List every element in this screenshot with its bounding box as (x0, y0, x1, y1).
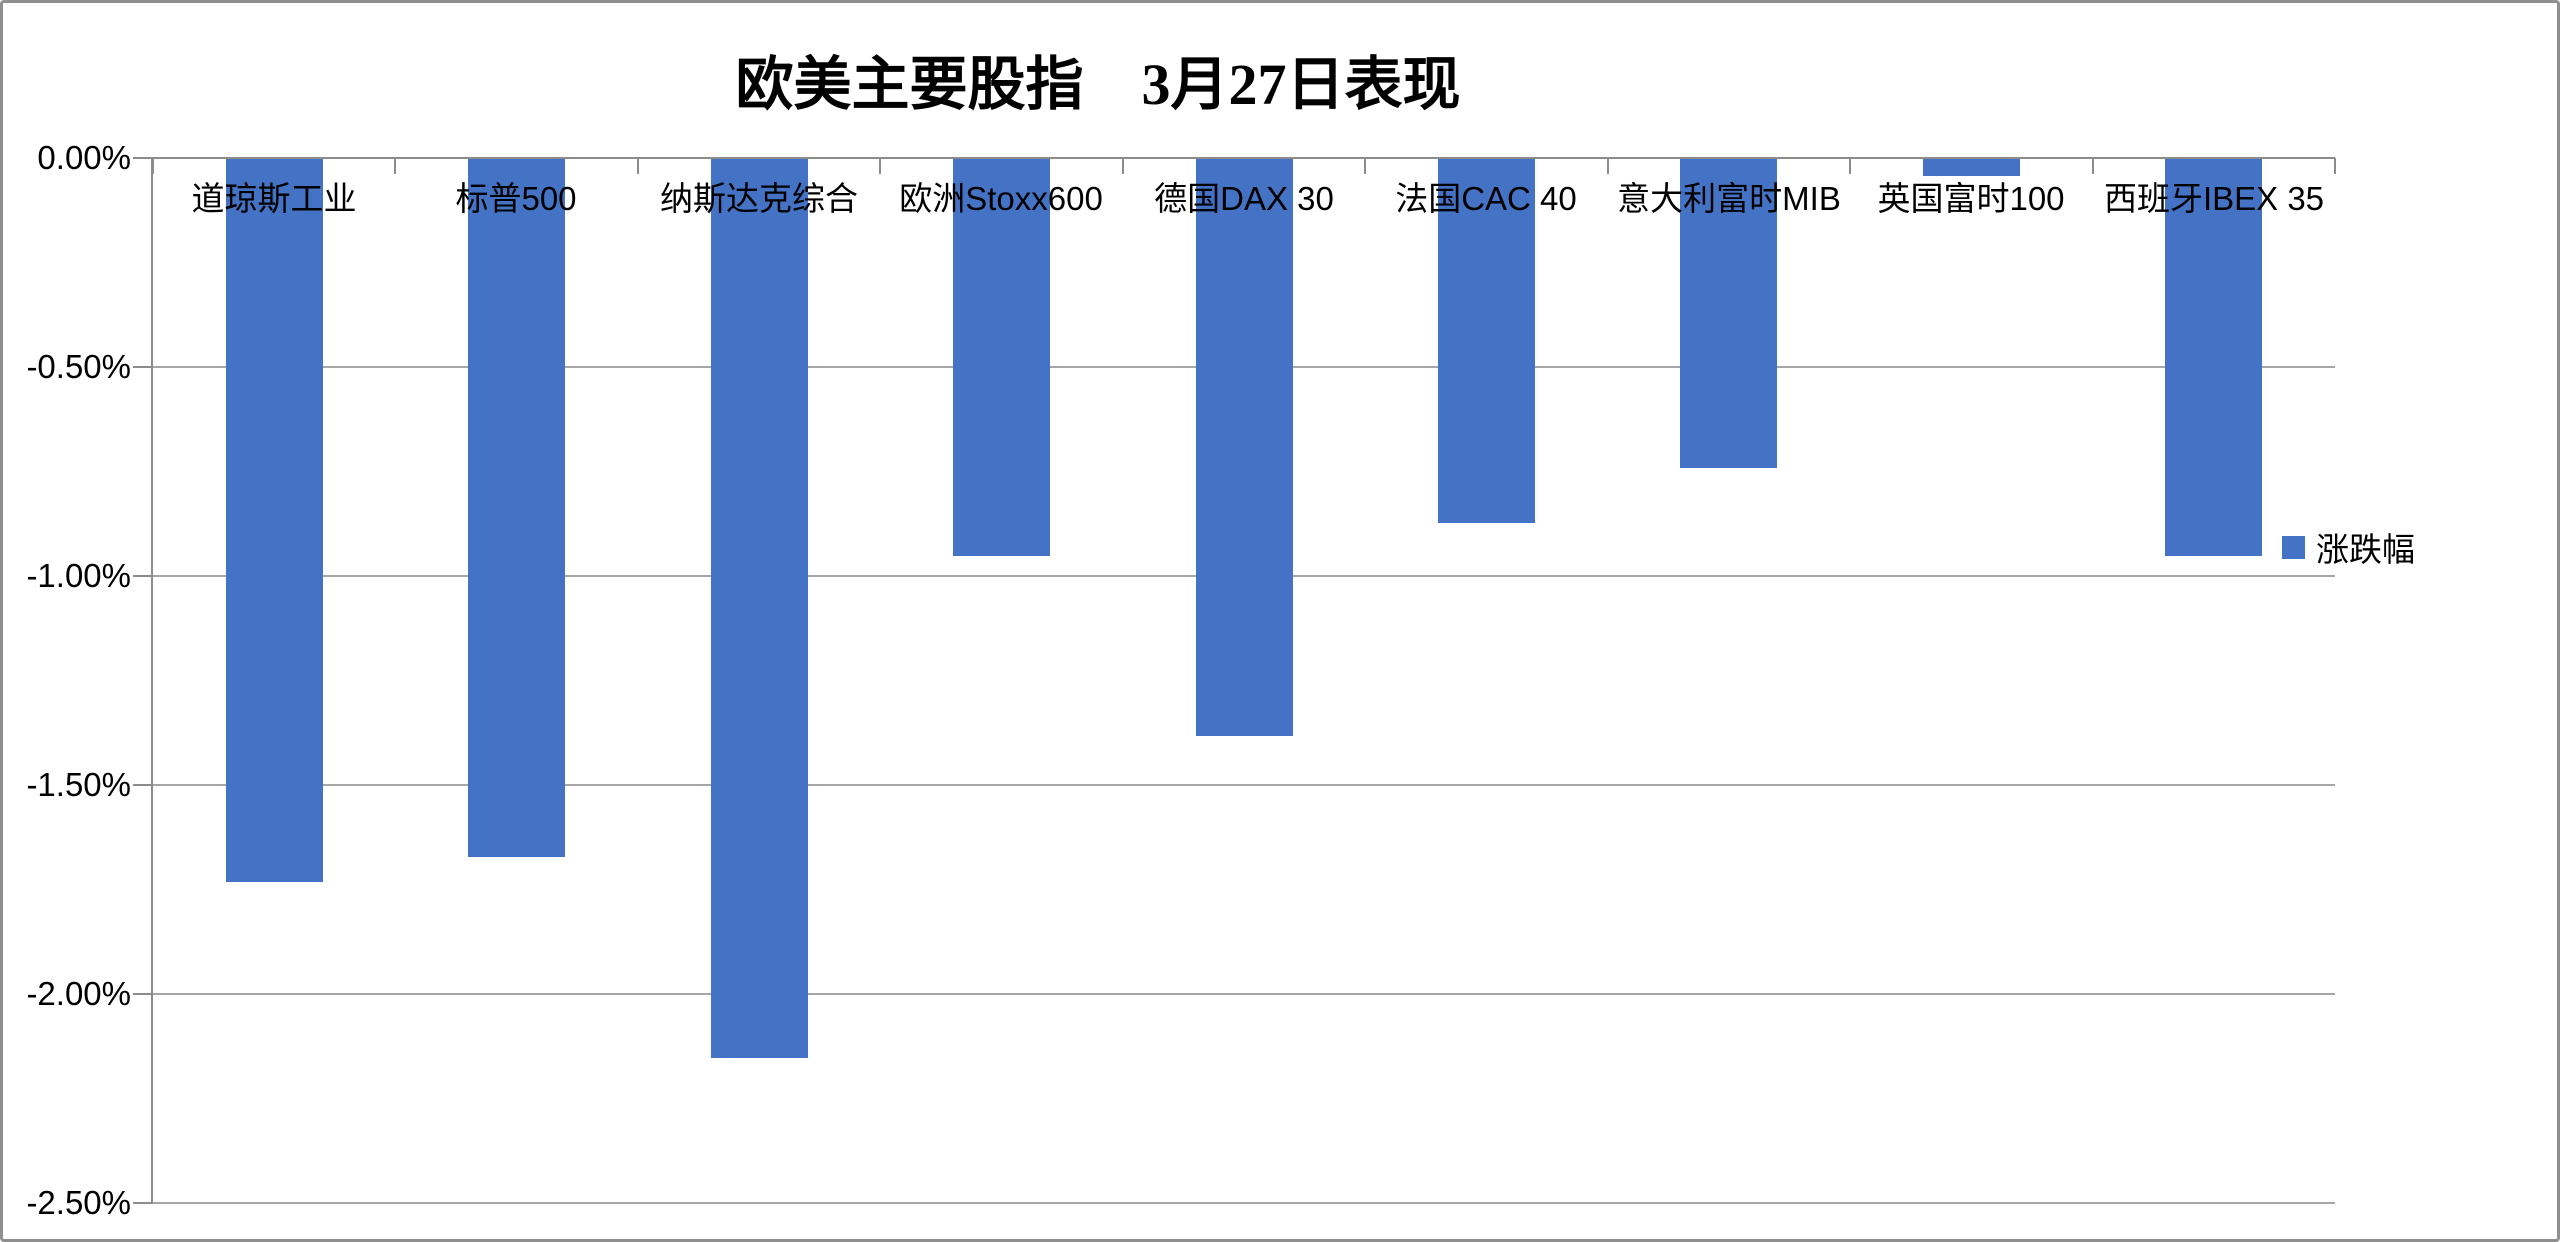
category-label: 欧洲Stoxx600 (899, 180, 1103, 217)
bar-3 (711, 159, 808, 1058)
y-axis-label: -2.50% (26, 1184, 131, 1221)
category-label: 道琼斯工业 (191, 180, 357, 217)
y-axis-tick (133, 157, 153, 159)
y-axis-tick (133, 575, 153, 577)
category-axis-tick (1849, 158, 1852, 174)
major-gridline (153, 1202, 2335, 1204)
category-axis-tick (879, 158, 882, 174)
category-axis-tick (2091, 158, 2094, 174)
bar-1 (226, 159, 323, 882)
major-gridline (153, 157, 2335, 159)
bar-9 (2165, 159, 2262, 556)
legend-label: 涨跌幅 (2316, 531, 2415, 568)
y-axis-label: -0.50% (26, 348, 131, 385)
category-axis-tick (1364, 158, 1367, 174)
major-gridline (153, 993, 2335, 995)
bar-2 (468, 159, 565, 857)
chart-title: 欧美主要股指 3月27日表现 (735, 52, 1461, 117)
category-axis-tick (152, 158, 154, 174)
category-axis-tick (2334, 158, 2336, 174)
category-axis-tick (1606, 158, 1609, 174)
major-gridline (153, 784, 2335, 786)
category-axis-tick (636, 158, 639, 174)
value-axis-line (151, 158, 153, 1203)
y-axis-label: -1.50% (26, 766, 131, 803)
y-axis-label: -2.00% (26, 975, 131, 1012)
bar-7 (1680, 159, 1777, 468)
y-axis-tick (133, 1202, 153, 1204)
legend: 涨跌幅 (2282, 523, 2415, 571)
category-label: 英国富时100 (1877, 180, 2065, 217)
category-label: 西班牙IBEX 35 (2103, 180, 2325, 217)
bar-6 (1438, 159, 1535, 523)
y-axis-tick (133, 993, 153, 995)
category-label: 标普500 (455, 180, 577, 217)
y-axis-tick (133, 784, 153, 786)
y-axis-label: -1.00% (26, 557, 131, 594)
bar-8 (1923, 159, 2020, 176)
legend-swatch (2282, 535, 2305, 559)
category-axis-tick (1121, 158, 1124, 174)
bar-5 (1196, 159, 1293, 736)
category-label: 法国CAC 40 (1395, 180, 1577, 217)
category-label: 纳斯达克综合 (660, 180, 858, 217)
y-axis-tick (133, 366, 153, 368)
category-label: 意大利富时MIB (1617, 180, 1841, 217)
category-axis-tick (394, 158, 397, 174)
y-axis-label: 0.00% (37, 139, 131, 176)
category-label: 德国DAX 30 (1154, 180, 1334, 217)
bar-4 (953, 159, 1050, 556)
